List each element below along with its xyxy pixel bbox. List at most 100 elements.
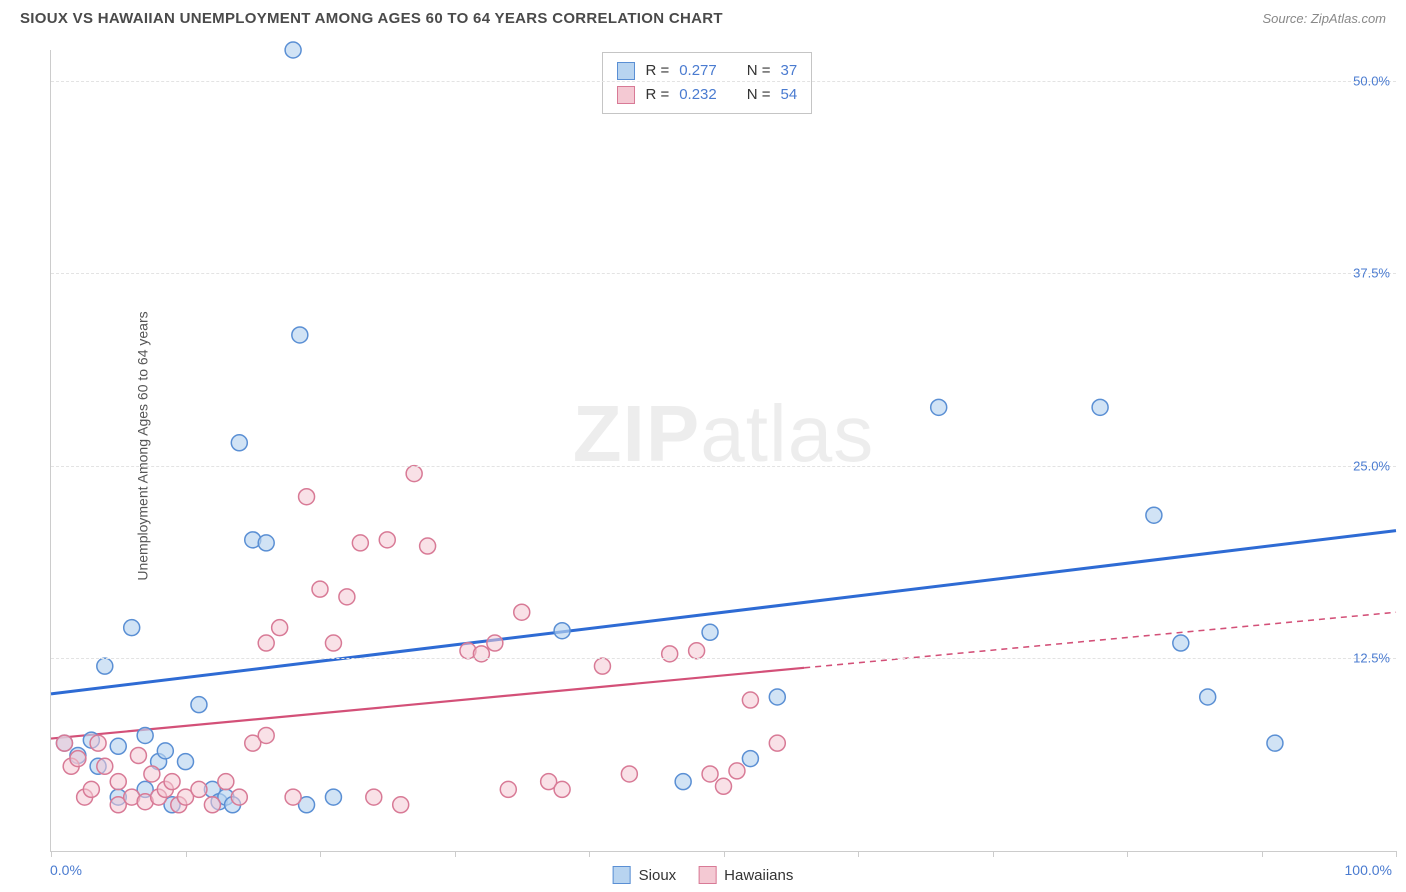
data-point <box>621 766 637 782</box>
x-axis-max-label: 100.0% <box>1345 862 1392 878</box>
x-axis-min-label: 0.0% <box>50 862 82 878</box>
data-point <box>231 435 247 451</box>
data-point <box>178 754 194 770</box>
chart-title: SIOUX VS HAWAIIAN UNEMPLOYMENT AMONG AGE… <box>20 10 723 27</box>
data-point <box>285 789 301 805</box>
data-point <box>218 774 234 790</box>
data-point <box>124 620 140 636</box>
data-point <box>769 689 785 705</box>
x-tick-mark <box>724 851 725 857</box>
y-tick-label: 25.0% <box>1353 458 1390 473</box>
y-tick-label: 37.5% <box>1353 266 1390 281</box>
legend-swatch <box>617 86 635 104</box>
legend-swatch <box>613 866 631 884</box>
data-point <box>137 727 153 743</box>
y-tick-label: 12.5% <box>1353 651 1390 666</box>
x-tick-mark <box>993 851 994 857</box>
trend-line <box>51 531 1396 694</box>
legend-swatch <box>617 62 635 80</box>
data-point <box>420 538 436 554</box>
data-point <box>56 735 72 751</box>
stats-row: R =0.232N =54 <box>617 83 797 107</box>
data-point <box>500 781 516 797</box>
gridline <box>51 81 1396 82</box>
correlation-stats-box: R =0.277N =37R =0.232N =54 <box>602 52 812 114</box>
r-label: R = <box>645 83 669 107</box>
data-point <box>70 751 86 767</box>
x-tick-mark <box>455 851 456 857</box>
x-tick-mark <box>51 851 52 857</box>
data-point <box>312 581 328 597</box>
data-point <box>97 658 113 674</box>
data-point <box>931 399 947 415</box>
data-point <box>554 623 570 639</box>
legend-label: Hawaiians <box>724 867 793 884</box>
data-point <box>191 697 207 713</box>
data-point <box>1200 689 1216 705</box>
data-point <box>258 535 274 551</box>
series-legend: Sioux Hawaiians <box>613 866 794 884</box>
data-point <box>83 781 99 797</box>
data-point <box>325 635 341 651</box>
data-point <box>204 797 220 813</box>
data-point <box>379 532 395 548</box>
x-tick-mark <box>1396 851 1397 857</box>
gridline <box>51 466 1396 467</box>
x-tick-mark <box>186 851 187 857</box>
data-point <box>352 535 368 551</box>
data-point <box>393 797 409 813</box>
r-value: 0.232 <box>679 83 717 107</box>
trend-line-dashed <box>804 612 1396 668</box>
data-point <box>292 327 308 343</box>
data-point <box>1267 735 1283 751</box>
data-point <box>110 774 126 790</box>
scatter-svg <box>51 50 1396 851</box>
n-value: 54 <box>781 83 798 107</box>
data-point <box>144 766 160 782</box>
data-point <box>366 789 382 805</box>
data-point <box>702 766 718 782</box>
x-tick-mark <box>1262 851 1263 857</box>
data-point <box>157 743 173 759</box>
y-tick-label: 50.0% <box>1353 73 1390 88</box>
data-point <box>675 774 691 790</box>
r-value: 0.277 <box>679 59 717 83</box>
data-point <box>769 735 785 751</box>
data-point <box>742 692 758 708</box>
r-label: R = <box>645 59 669 83</box>
legend-item: Sioux <box>613 866 677 884</box>
data-point <box>1146 507 1162 523</box>
data-point <box>191 781 207 797</box>
x-tick-mark <box>1127 851 1128 857</box>
trend-line <box>51 668 804 739</box>
legend-swatch <box>698 866 716 884</box>
data-point <box>554 781 570 797</box>
gridline <box>51 273 1396 274</box>
data-point <box>406 466 422 482</box>
data-point <box>742 751 758 767</box>
data-point <box>339 589 355 605</box>
stats-row: R =0.277N =37 <box>617 59 797 83</box>
data-point <box>130 747 146 763</box>
data-point <box>729 763 745 779</box>
data-point <box>514 604 530 620</box>
scatter-plot-area: ZIPatlas R =0.277N =37R =0.232N =54 12.5… <box>50 50 1396 852</box>
x-tick-mark <box>589 851 590 857</box>
source-attribution: Source: ZipAtlas.com <box>1262 11 1386 26</box>
data-point <box>272 620 288 636</box>
data-point <box>1173 635 1189 651</box>
x-tick-mark <box>320 851 321 857</box>
data-point <box>299 489 315 505</box>
legend-label: Sioux <box>639 867 677 884</box>
data-point <box>594 658 610 674</box>
x-tick-mark <box>858 851 859 857</box>
data-point <box>258 635 274 651</box>
data-point <box>258 727 274 743</box>
data-point <box>231 789 247 805</box>
data-point <box>97 758 113 774</box>
data-point <box>110 738 126 754</box>
legend-item: Hawaiians <box>698 866 793 884</box>
data-point <box>325 789 341 805</box>
data-point <box>689 643 705 659</box>
data-point <box>90 735 106 751</box>
